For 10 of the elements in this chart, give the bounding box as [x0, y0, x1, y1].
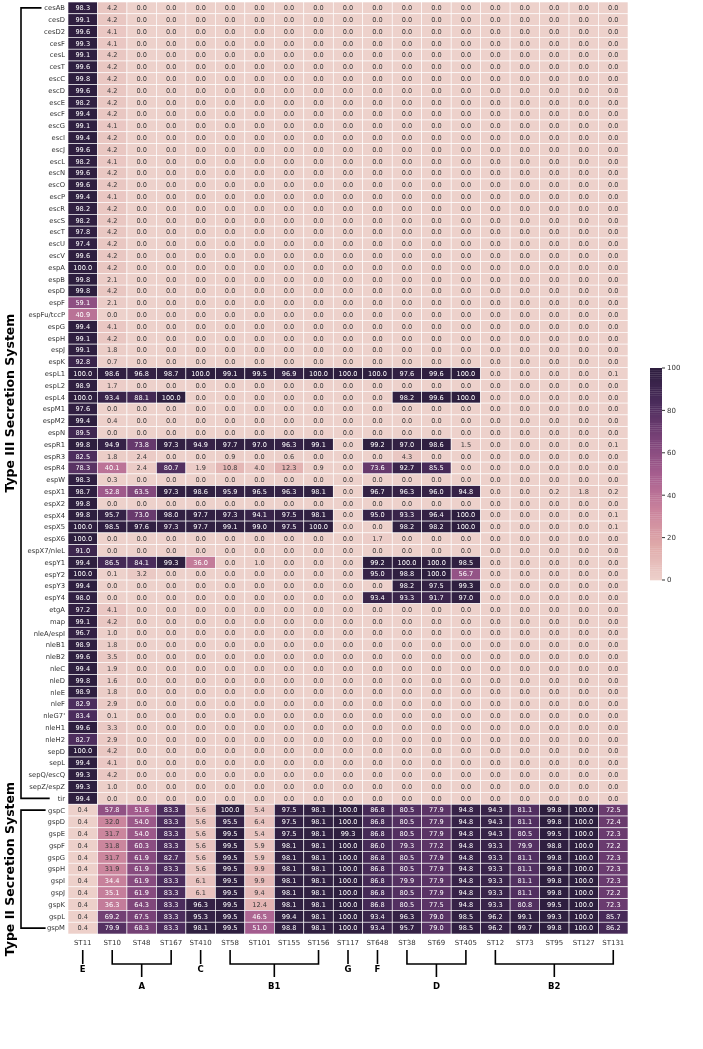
text: G	[344, 964, 352, 974]
text: D	[432, 981, 440, 991]
text: F	[374, 964, 381, 974]
text: C	[197, 964, 204, 974]
text: B2	[548, 981, 561, 991]
text: B1	[268, 981, 281, 991]
text: A	[138, 981, 146, 991]
text: Type II Secretion System	[2, 781, 18, 957]
text: Type III Secretion System	[2, 313, 18, 493]
text: E	[79, 964, 86, 974]
